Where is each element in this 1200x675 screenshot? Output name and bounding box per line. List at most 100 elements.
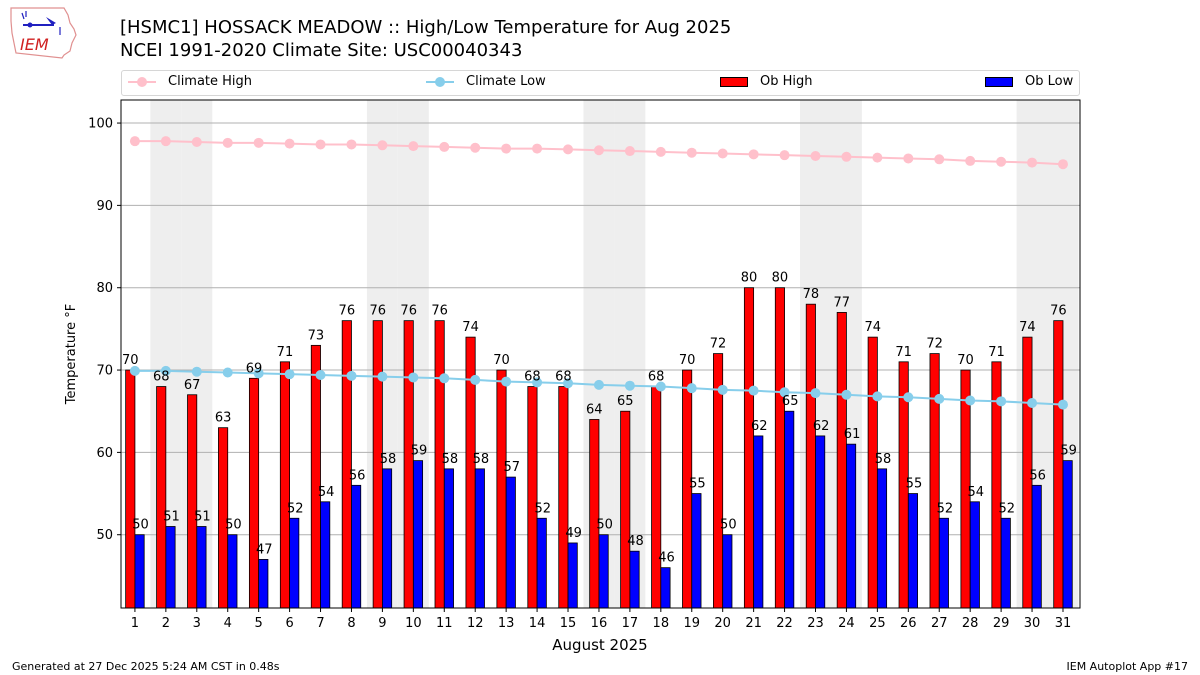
ob-low-bar [134,534,145,609]
climate-lines [129,136,1068,410]
ob-high-value-label: 74 [1019,320,1036,335]
ob-low-value-label: 61 [844,427,861,442]
climate-low-point [470,374,481,385]
ob-low-value-label: 51 [194,509,211,524]
climate-low-point [1027,397,1038,408]
climate-low-point [934,393,945,404]
generated-timestamp: Generated at 27 Dec 2025 5:24 AM CST in … [12,660,280,673]
climate-low-point [593,379,604,390]
ob-low-bar [846,443,857,609]
x-tick-label: 15 [560,616,577,631]
y-tick-label: 70 [96,364,113,379]
ob-low-value-label: 58 [442,452,459,467]
y-tick-label: 50 [96,528,113,543]
x-tick-label: 11 [436,616,453,631]
ob-low-value-label: 58 [875,452,892,467]
ob-high-value-label: 68 [648,370,665,385]
ob-high-value-label: 74 [462,320,479,335]
ob-low-value-label: 55 [689,477,706,492]
climate-high-point [779,150,790,161]
ob-low-value-label: 65 [782,394,799,409]
plot-frame [120,99,1081,609]
ob-high-value-label: 72 [710,337,727,352]
ob-high-bar [774,287,785,609]
x-tick-label: 20 [714,616,731,631]
legend-item-climate-low: Climate Low [426,74,546,89]
legend-patch-icon [985,76,1013,87]
x-tick-label: 7 [316,616,324,631]
climate-low-point [222,367,233,378]
x-tick-label: 16 [591,616,608,631]
climate-low-point [563,378,574,389]
ob-low-value-label: 55 [906,477,923,492]
climate-low-point [160,365,171,376]
ob-high-value-label: 67 [184,378,201,393]
climate-high-point [810,150,821,161]
ob-high-bar [836,312,847,609]
ob-high-value-label: 68 [524,370,541,385]
ob-high-value-label: 70 [679,353,696,368]
ob-high-bar [496,369,507,609]
legend-line-marker-icon [426,76,454,87]
ob-high-bar [620,410,631,609]
climate-high-point [872,152,883,163]
climate-high-point [346,139,357,150]
climate-high-point [1057,159,1068,170]
y-axis-label: Temperature °F [64,304,79,405]
ob-low-bar [289,517,300,609]
climate-high-point [532,143,543,154]
legend-label: Climate High [168,74,253,89]
climate-high-point [655,146,666,157]
ob-high-bar [156,386,167,609]
ob-low-bar [320,501,331,609]
ob-low-value-label: 59 [411,444,428,459]
ob-high-value-label: 71 [895,345,912,360]
x-tick-label: 9 [378,616,386,631]
climate-low-point [191,366,202,377]
ob-high-value-label: 73 [308,328,325,343]
ob-low-bar [969,501,980,609]
climate-high-point [191,136,202,147]
ob-high-value-label: 70 [122,353,139,368]
ob-low-value-label: 56 [349,468,366,483]
x-tick-label: 31 [1055,616,1072,631]
x-tick-label: 17 [622,616,639,631]
ob-high-bar [589,419,600,609]
climate-high-point [903,153,914,164]
ob-low-value-label: 50 [225,518,242,533]
y-tick-label: 90 [96,199,113,214]
climate-low-point [841,389,852,400]
ob-high-value-label: 76 [431,304,448,319]
climate-high-point [253,137,264,148]
ob-low-bar [753,435,764,609]
ob-low-bar [165,526,176,609]
climate-low-point [129,365,140,376]
ob-low-value-label: 50 [720,518,737,533]
ob-low-bar [722,534,733,609]
ob-low-value-label: 49 [565,526,582,541]
legend-item-ob-low: Ob Low [985,74,1073,89]
legend-label: Ob High [760,74,813,89]
climate-low-point [779,387,790,398]
ob-high-value-label: 68 [555,370,572,385]
ob-low-bar [815,435,826,609]
ob-high-value-label: 76 [339,304,356,319]
ob-low-bar [567,542,578,609]
ob-high-value-label: 63 [215,411,232,426]
x-tick-label: 14 [529,616,546,631]
ob-low-bar [382,468,393,609]
legend-label: Climate Low [466,74,546,89]
ob-high-value-label: 69 [246,361,263,376]
climate-high-point [160,136,171,147]
x-tick-label: 29 [993,616,1010,631]
climate-low-point [1057,399,1068,410]
ob-low-value-label: 46 [658,551,675,566]
x-tick-label: 30 [1024,616,1041,631]
ob-low-bar [505,476,516,609]
ob-low-bar [351,484,362,609]
ob-high-value-label: 65 [617,394,634,409]
ob-low-value-label: 57 [504,460,521,475]
climate-low-point [810,388,821,399]
ob-high-value-label: 70 [493,353,510,368]
